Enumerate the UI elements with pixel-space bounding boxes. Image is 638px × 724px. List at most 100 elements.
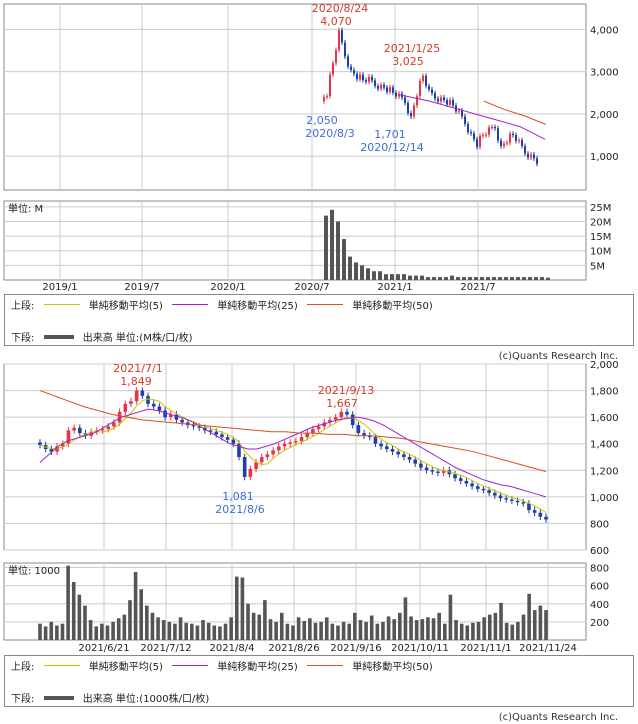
volume-bar xyxy=(184,622,188,640)
candle xyxy=(374,80,376,87)
volume-bar xyxy=(167,621,172,640)
candle xyxy=(299,437,304,442)
legend-sma50: 単純移動平均(50) xyxy=(352,662,433,673)
candle xyxy=(168,414,173,418)
annotation-date: 2021/8/6 xyxy=(215,503,264,516)
volume-bar xyxy=(398,612,402,640)
annotation-value: 4,070 xyxy=(320,15,352,28)
candle xyxy=(425,75,427,87)
volume-bar xyxy=(510,277,514,280)
candle xyxy=(49,449,54,452)
candle xyxy=(77,427,82,434)
volume-bar xyxy=(201,620,205,640)
candle xyxy=(112,422,116,427)
candle xyxy=(353,69,355,74)
candle xyxy=(536,158,538,164)
legend-volume: 出来高 単位:(M株/口/枚) xyxy=(82,333,193,344)
candle xyxy=(345,411,349,415)
candle xyxy=(441,470,446,473)
candle xyxy=(276,446,281,451)
volume-bar xyxy=(330,209,334,280)
volume-bar xyxy=(372,271,376,280)
candle xyxy=(467,124,469,133)
candle xyxy=(134,390,139,402)
candle xyxy=(494,127,496,129)
volume-bar xyxy=(122,614,127,640)
volume-bar xyxy=(420,275,424,280)
candle xyxy=(231,439,236,444)
volume-bar xyxy=(462,277,466,280)
candle xyxy=(446,100,448,105)
volume-bar xyxy=(263,600,267,640)
volume-bar xyxy=(482,617,486,640)
candle xyxy=(413,105,415,117)
volume-bar xyxy=(178,617,183,640)
x-tick-label: 2021/11/24 xyxy=(519,643,577,654)
y-tick-label: 600 xyxy=(590,582,609,593)
candle xyxy=(208,430,213,432)
volume-bar xyxy=(354,262,358,280)
candle xyxy=(311,429,315,434)
volume-bar xyxy=(71,582,76,640)
annotation-date: 2020/12/14 xyxy=(360,141,423,154)
candle xyxy=(524,146,526,154)
volume-bar xyxy=(366,268,370,280)
volume-bar xyxy=(504,622,509,640)
volume-bar xyxy=(540,277,544,280)
volume-bar xyxy=(486,277,490,280)
volume-bar xyxy=(448,594,453,640)
volume-bar xyxy=(139,589,143,640)
y-tick-label: 600 xyxy=(590,546,609,557)
candle xyxy=(493,492,497,496)
annotation-date: 2020/8/3 xyxy=(305,127,354,140)
candle xyxy=(60,443,65,447)
candle xyxy=(452,99,454,106)
volume-bar xyxy=(49,621,54,640)
annotation-date: 2021/7/1 xyxy=(113,362,162,375)
volume-bar xyxy=(471,622,475,640)
annotation-date: 2021/9/13 xyxy=(318,384,374,397)
candle xyxy=(488,127,490,135)
candle xyxy=(220,434,224,438)
sma25-swatch-icon xyxy=(172,665,209,666)
candle xyxy=(424,467,429,471)
volume-bar xyxy=(414,275,418,280)
candle xyxy=(323,97,325,102)
y-tick-label: 25M xyxy=(590,203,611,214)
volume-bar xyxy=(487,614,492,640)
candle xyxy=(386,87,388,92)
volume-bar xyxy=(474,277,478,280)
annotation-value: 1,849 xyxy=(120,375,152,388)
volume-bar xyxy=(347,623,352,640)
candle xyxy=(174,414,179,420)
candle xyxy=(410,113,412,117)
candle xyxy=(368,76,370,82)
candle xyxy=(436,471,440,473)
volume-bar xyxy=(257,614,262,640)
candle xyxy=(180,419,184,423)
annotation-date: 2020/8/24 xyxy=(312,2,368,15)
volume-bar xyxy=(274,621,278,640)
x-tick-label: 2021/8/4 xyxy=(210,643,255,654)
volume-bar xyxy=(369,615,374,640)
y-tick-label: 5M xyxy=(590,261,605,272)
volume-bar xyxy=(360,265,364,280)
candle xyxy=(254,462,258,469)
volume-bar xyxy=(381,621,385,640)
candle xyxy=(470,483,474,487)
volume-bar xyxy=(156,617,160,640)
candle xyxy=(140,390,145,396)
volume-bar xyxy=(498,277,502,280)
volume-bar xyxy=(353,612,357,640)
volume-bar xyxy=(396,274,400,280)
candle xyxy=(498,495,503,499)
volume-bar xyxy=(504,277,508,280)
volume-bar xyxy=(234,576,239,640)
candle xyxy=(288,442,292,444)
candle xyxy=(305,433,310,438)
candle xyxy=(197,426,201,428)
candle xyxy=(316,426,321,430)
volume-bar xyxy=(459,623,464,640)
volume-bar xyxy=(319,621,323,640)
